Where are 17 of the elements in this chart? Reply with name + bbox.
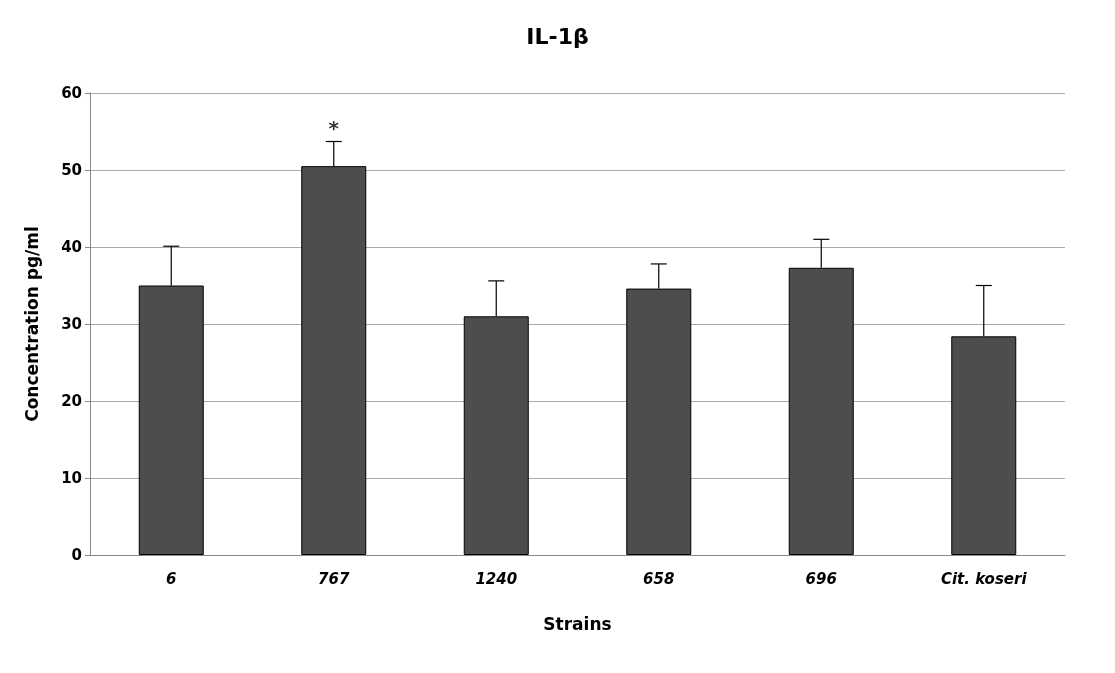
y-tick-label: 20 xyxy=(61,392,82,410)
x-tick-label: Cit. koseri xyxy=(940,569,1028,588)
x-axis-title: Strains xyxy=(543,613,612,634)
y-tick-label: 10 xyxy=(61,469,82,487)
x-tick-label: 1240 xyxy=(475,569,518,588)
y-tick-label: 30 xyxy=(61,315,82,333)
y-tick-label: 60 xyxy=(61,84,82,102)
y-tick-label: 50 xyxy=(61,161,82,179)
y-axis-title: Concentration pg/ml xyxy=(21,226,42,422)
y-tick-label: 40 xyxy=(61,238,82,256)
chart-title: IL-1β xyxy=(526,23,589,49)
y-tick-label: 0 xyxy=(71,546,82,564)
x-tick-label: 767 xyxy=(318,569,350,588)
annotation: * xyxy=(328,115,340,140)
x-tick-label: 6 xyxy=(166,569,177,588)
x-tick-label: 696 xyxy=(805,569,837,588)
x-tick-label: 658 xyxy=(643,569,675,588)
